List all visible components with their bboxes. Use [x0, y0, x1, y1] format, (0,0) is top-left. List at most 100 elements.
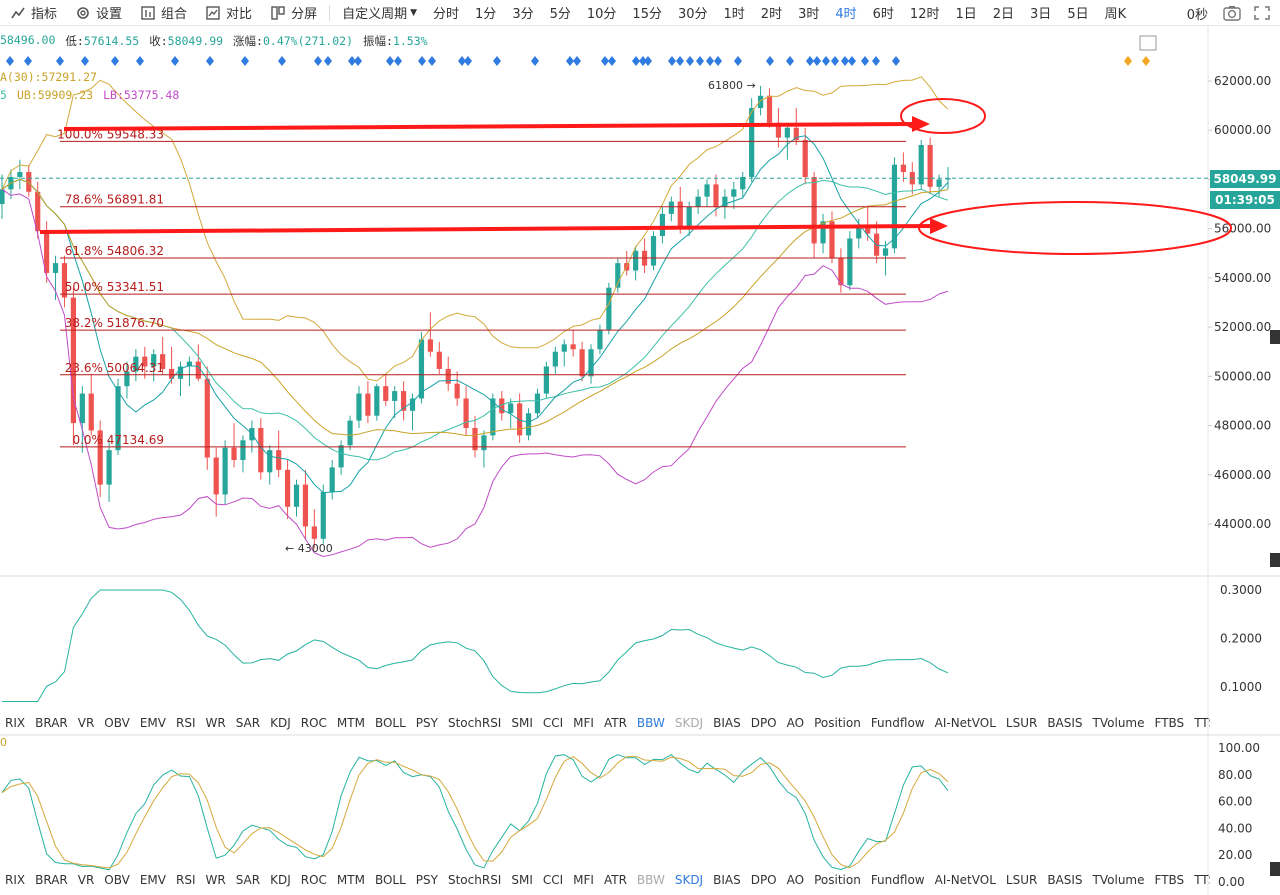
lower-tab-bias[interactable]: BIAS	[713, 873, 741, 887]
lower-tab-smi[interactable]: SMI	[511, 873, 533, 887]
period-4[interactable]: 10分	[586, 7, 617, 22]
lower-tab-mfi[interactable]: MFI	[573, 873, 594, 887]
lower-tab-ftbs[interactable]: FTBS	[1154, 873, 1185, 887]
signal-diamond-blue	[601, 56, 609, 66]
candle-body	[186, 361, 193, 367]
lower-tab-tvolume[interactable]: TVolume	[1092, 873, 1145, 887]
candle-body	[757, 95, 764, 109]
fullscreen-icon[interactable]	[1252, 4, 1272, 22]
upper-tab-brar[interactable]: BRAR	[35, 716, 68, 730]
period-16[interactable]: 5日	[1067, 7, 1089, 22]
period-9[interactable]: 3时	[798, 7, 820, 22]
lower-tab-sar[interactable]: SAR	[235, 873, 261, 887]
upper-tab-stochrsi[interactable]: StochRSI	[447, 716, 502, 730]
lower-tab-ao[interactable]: AO	[786, 873, 805, 887]
period-14[interactable]: 2日	[992, 7, 1015, 22]
lower-tab-brar[interactable]: BRAR	[35, 873, 68, 887]
upper-tab-basis[interactable]: BASIS	[1047, 716, 1083, 730]
camera-icon[interactable]	[1222, 4, 1242, 22]
upper-tab-mtm[interactable]: MTM	[336, 716, 365, 730]
upper-tab-rix[interactable]: RIX	[5, 716, 26, 730]
lower-tab-position[interactable]: Position	[814, 873, 861, 887]
settings-button[interactable]: 设置	[65, 0, 130, 25]
upper-tab-ao[interactable]: AO	[786, 716, 805, 730]
bb-prefix: 5	[0, 88, 7, 102]
period-1[interactable]: 1分	[475, 7, 497, 22]
lower-tab-kdj[interactable]: KDJ	[270, 873, 291, 887]
upper-tab-roc[interactable]: ROC	[300, 716, 327, 730]
lower-tab-dpo[interactable]: DPO	[750, 873, 777, 887]
upper-tab-kdj[interactable]: KDJ	[270, 716, 291, 730]
upper-tab-ttsi[interactable]: TTSI	[1194, 716, 1210, 730]
lower-tab-ai-netvol[interactable]: AI-NetVOL	[934, 873, 996, 887]
lower-tab-emv[interactable]: EMV	[139, 873, 166, 887]
lower-tab-lsur[interactable]: LSUR	[1005, 873, 1038, 887]
upper-tab-position[interactable]: Position	[814, 716, 861, 730]
period-12[interactable]: 12时	[909, 7, 940, 22]
candle-body	[865, 226, 871, 234]
upper-tab-bbw[interactable]: BBW	[636, 716, 665, 730]
indicators-button[interactable]: 指标	[0, 0, 65, 25]
compare-button[interactable]: 对比	[195, 0, 260, 25]
lower-tab-atr[interactable]: ATR	[603, 873, 627, 887]
period-3[interactable]: 5分	[549, 7, 571, 22]
period-8[interactable]: 2时	[760, 7, 783, 22]
lower-tab-boll[interactable]: BOLL	[374, 873, 406, 887]
upper-tab-fundflow[interactable]: Fundflow	[870, 716, 925, 730]
lower-tab-roc[interactable]: ROC	[300, 873, 327, 887]
signal-diamond-blue	[493, 56, 501, 66]
period-15[interactable]: 3日	[1030, 7, 1052, 22]
candle-body	[418, 339, 425, 399]
upper-tab-psy[interactable]: PSY	[415, 716, 438, 730]
upper-tab-lsur[interactable]: LSUR	[1005, 716, 1038, 730]
lower-tab-rix[interactable]: RIX	[5, 873, 26, 887]
lower-tab-wr[interactable]: WR	[205, 873, 226, 887]
period-5[interactable]: 15分	[632, 7, 662, 22]
combine-button[interactable]: 组合	[130, 0, 195, 25]
lower-tab-fundflow[interactable]: Fundflow	[870, 873, 925, 887]
candle-body	[695, 196, 701, 207]
upper-tab-skdj[interactable]: SKDJ	[674, 716, 704, 730]
upper-tab-obv[interactable]: OBV	[104, 716, 130, 730]
upper-tab-sar[interactable]: SAR	[235, 716, 261, 730]
lower-tab-cci[interactable]: CCI	[542, 873, 564, 887]
lower-tab-vr[interactable]: VR	[77, 873, 95, 887]
period-2[interactable]: 3分	[512, 7, 534, 22]
period-6[interactable]: 30分	[677, 7, 708, 22]
custom-period-dropdown[interactable]: 自定义周期 ▼	[334, 3, 425, 22]
lower-tab-stochrsi[interactable]: StochRSI	[447, 873, 502, 887]
upper-tab-atr[interactable]: ATR	[603, 716, 627, 730]
lower-tab-basis[interactable]: BASIS	[1047, 873, 1083, 887]
upper-tab-boll[interactable]: BOLL	[374, 716, 406, 730]
split-screen-button[interactable]: 分屏	[260, 0, 325, 25]
lower-tab-mtm[interactable]: MTM	[336, 873, 365, 887]
upper-tab-mfi[interactable]: MFI	[573, 716, 594, 730]
upper-tab-wr[interactable]: WR	[205, 716, 226, 730]
upper-tab-rsi[interactable]: RSI	[175, 716, 196, 730]
lower-tab-psy[interactable]: PSY	[415, 873, 438, 887]
upper-tab-dpo[interactable]: DPO	[750, 716, 777, 730]
period-11[interactable]: 6时	[872, 7, 894, 22]
lower-tab-bbw[interactable]: BBW	[636, 873, 665, 887]
lower-tab-obv[interactable]: OBV	[104, 873, 130, 887]
period-0[interactable]: 分时	[433, 7, 460, 22]
upper-tab-ftbs[interactable]: FTBS	[1154, 716, 1185, 730]
period-7[interactable]: 1时	[723, 7, 745, 22]
lower-tab-skdj[interactable]: SKDJ	[674, 873, 704, 887]
signal-diamond-blue	[464, 56, 472, 66]
period-17[interactable]: 周K	[1104, 7, 1127, 22]
upper-tab-ai-netvol[interactable]: AI-NetVOL	[934, 716, 996, 730]
upper-tab-emv[interactable]: EMV	[139, 716, 166, 730]
upper-tab-bias[interactable]: BIAS	[713, 716, 741, 730]
upper-tab-cci[interactable]: CCI	[542, 716, 564, 730]
period-13[interactable]: 1日	[955, 7, 977, 22]
upper-tab-vr[interactable]: VR	[77, 716, 95, 730]
lower-tab-ttsi[interactable]: TTSI	[1194, 873, 1210, 887]
upper-tab-smi[interactable]: SMI	[511, 716, 533, 730]
refresh-seconds[interactable]: 0秒	[1186, 7, 1208, 23]
upper-tab-tvolume[interactable]: TVolume	[1092, 716, 1145, 730]
candle-body	[847, 238, 853, 286]
period-10[interactable]: 4时	[835, 7, 857, 22]
lower-tab-rsi[interactable]: RSI	[175, 873, 196, 887]
